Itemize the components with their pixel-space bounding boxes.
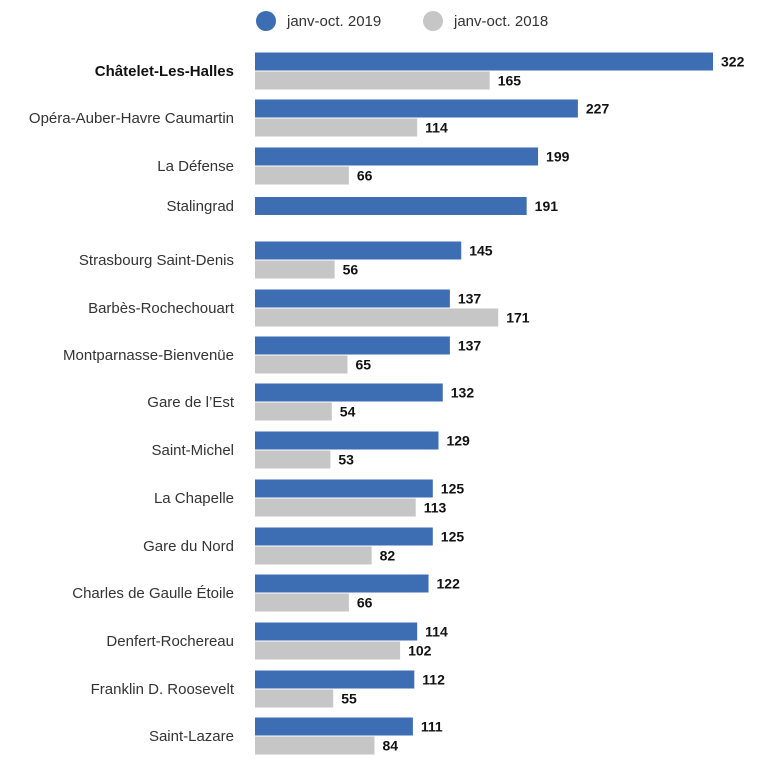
- legend-2019-label: janv-oct. 2019: [286, 13, 381, 30]
- bar-2018: [255, 689, 334, 708]
- value-label-2018: 113: [424, 500, 447, 516]
- bar-2019: [255, 336, 450, 355]
- bars-group: [255, 52, 713, 755]
- category-label: Stalingrad: [166, 198, 234, 215]
- bar-2018: [255, 118, 418, 137]
- category-label: Opéra-Auber-Havre Caumartin: [29, 110, 234, 127]
- bar-2018: [255, 498, 416, 517]
- category-label: Strasbourg Saint-Denis: [79, 252, 234, 269]
- category-label: Saint-Michel: [151, 442, 234, 459]
- value-label-2018: 54: [340, 404, 356, 420]
- category-label: La Défense: [157, 158, 234, 175]
- bar-2018: [255, 308, 499, 327]
- value-label-2018: 102: [408, 643, 432, 659]
- bar-2018: [255, 546, 372, 565]
- bar-2019: [255, 431, 439, 450]
- category-label: Charles de Gaulle Étoile: [72, 585, 234, 602]
- bar-2018: [255, 450, 331, 469]
- value-label-2019: 145: [469, 243, 493, 259]
- bar-2018: [255, 641, 401, 660]
- value-label-2019: 132: [451, 385, 475, 401]
- bar-2018: [255, 166, 349, 185]
- category-labels: Châtelet-Les-Halles Opéra-Auber-Havre Cau…: [29, 63, 235, 745]
- bar-2019: [255, 383, 443, 402]
- value-label-2019: 125: [441, 481, 465, 497]
- bar-2019: [255, 99, 578, 118]
- bar-2018: [255, 593, 349, 612]
- category-label: Denfert-Rochereau: [106, 633, 234, 650]
- value-label-2018: 65: [355, 357, 371, 373]
- bar-2019: [255, 197, 527, 215]
- value-label-2018: 66: [357, 595, 373, 611]
- legend-2018-marker: [423, 11, 443, 31]
- legend-2018-label: janv-oct. 2018: [453, 13, 548, 30]
- value-label-2019: 137: [458, 338, 482, 354]
- value-label-2019: 322: [721, 54, 745, 70]
- bar-2019: [255, 52, 713, 71]
- bar-2019: [255, 479, 433, 498]
- value-label-2019: 112: [422, 672, 445, 688]
- bar-2019: [255, 574, 429, 593]
- value-label-2018: 165: [498, 73, 522, 89]
- category-label: La Chapelle: [154, 490, 234, 507]
- chart-legend: janv-oct. 2019 janv-oct. 2018: [256, 11, 548, 31]
- bar-2019: [255, 527, 433, 546]
- value-label-2018: 82: [380, 548, 396, 564]
- value-label-2018: 55: [341, 691, 357, 707]
- category-label: Saint-Lazare: [149, 728, 234, 745]
- bar-2018: [255, 402, 332, 421]
- value-label-2018: 56: [343, 262, 359, 278]
- category-label: Barbès-Rochechouart: [88, 300, 235, 317]
- value-label-2018: 53: [338, 452, 354, 468]
- category-label: Châtelet-Les-Halles: [95, 63, 234, 80]
- value-label-2019: 199: [546, 149, 570, 165]
- value-label-2019: 137: [458, 291, 482, 307]
- category-label: Gare de l’Est: [147, 394, 235, 411]
- value-labels: 322 165 227 114 199 66 191 145 56 137 171 137 65 132 5…: [338, 54, 744, 754]
- value-label-2019: 129: [446, 433, 470, 449]
- bar-2019: [255, 241, 462, 260]
- bar-2018: [255, 260, 335, 279]
- value-label-2019: 227: [586, 101, 610, 117]
- bar-2019: [255, 622, 418, 641]
- bar-2018: [255, 736, 375, 755]
- bar-2019: [255, 670, 415, 689]
- value-label-2019: 122: [437, 576, 461, 592]
- value-label-2019: 191: [535, 198, 559, 214]
- bar-2018: [255, 355, 348, 374]
- value-label-2018: 66: [357, 168, 373, 184]
- bar-2019: [255, 147, 539, 166]
- bar-2019: [255, 289, 450, 308]
- category-label: Gare du Nord: [143, 538, 234, 555]
- value-label-2019: 111: [421, 719, 443, 735]
- value-label-2019: 114: [425, 624, 448, 640]
- value-label-2018: 171: [506, 310, 530, 326]
- bar-2019: [255, 717, 413, 736]
- legend-2019-marker: [256, 11, 276, 31]
- category-label: Franklin D. Roosevelt: [91, 681, 235, 698]
- value-label-2019: 125: [441, 529, 465, 545]
- category-label: Montparnasse-Bienvenüe: [63, 347, 234, 364]
- bar-2018: [255, 71, 490, 90]
- value-label-2018: 114: [425, 120, 448, 136]
- value-label-2018: 84: [382, 738, 398, 754]
